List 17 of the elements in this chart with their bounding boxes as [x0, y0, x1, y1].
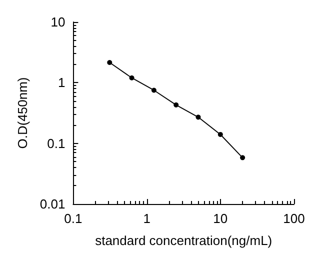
point: [129, 75, 134, 80]
point: [151, 88, 156, 93]
y-tick-label: 10: [50, 14, 66, 30]
point: [174, 102, 179, 108]
x-axis-title: standard concentration(ng/mL): [95, 233, 272, 248]
y-tick-label: 1: [58, 75, 66, 90]
y-axis-title: O.D(450nm): [15, 77, 30, 149]
y-tick-label: 0.1: [47, 136, 66, 151]
point: [107, 60, 112, 65]
x-tick-label: 10: [213, 211, 228, 226]
x-tick-label: 100: [283, 211, 305, 226]
point: [240, 155, 246, 160]
y-tick-label: 0.01: [40, 196, 66, 212]
point: [196, 114, 201, 120]
point: [218, 132, 223, 137]
x-tick-label: 0.1: [64, 211, 82, 226]
x-tick-label: 1: [143, 211, 150, 226]
